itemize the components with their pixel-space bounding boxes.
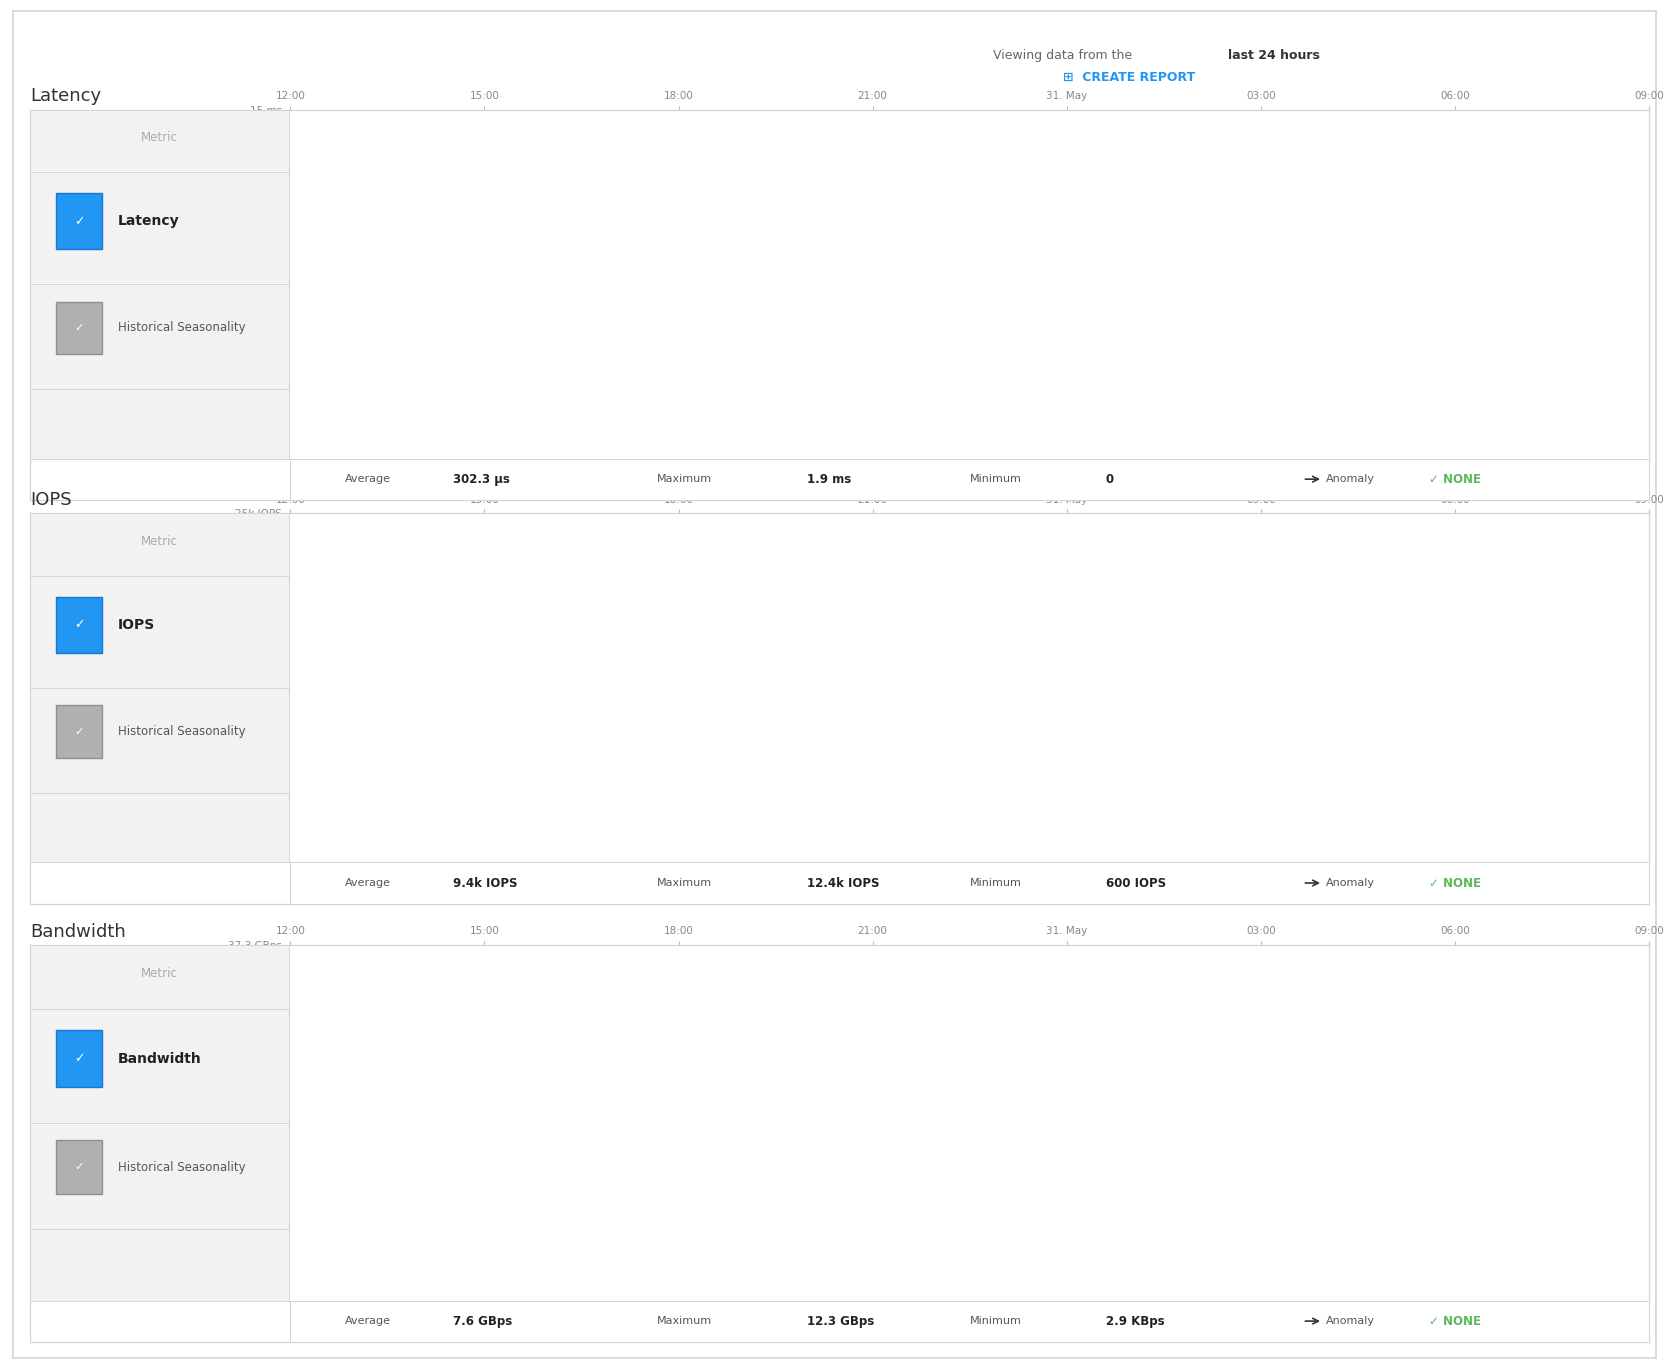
Text: 2.9 KBps: 2.9 KBps xyxy=(1105,1314,1165,1328)
Text: last 24 hours: last 24 hours xyxy=(1228,49,1320,62)
Text: ✓: ✓ xyxy=(75,323,83,333)
Text: IOPS: IOPS xyxy=(30,491,72,509)
Text: Anomaly: Anomaly xyxy=(1325,1316,1375,1327)
Text: Metric: Metric xyxy=(140,967,179,980)
Text: ⊞  CREATE REPORT: ⊞ CREATE REPORT xyxy=(1063,71,1195,84)
Text: Average: Average xyxy=(345,878,391,888)
FancyBboxPatch shape xyxy=(57,193,102,249)
Text: Historical Seasonality: Historical Seasonality xyxy=(118,726,245,738)
Text: 302.3 μs: 302.3 μs xyxy=(454,472,511,486)
FancyBboxPatch shape xyxy=(57,597,102,653)
Text: Average: Average xyxy=(345,474,391,485)
Text: 9.4k IOPS: 9.4k IOPS xyxy=(454,876,517,890)
Text: ✓: ✓ xyxy=(73,215,85,227)
Text: Metric: Metric xyxy=(140,535,179,548)
Text: Bandwidth: Bandwidth xyxy=(118,1051,202,1065)
Text: IOPS: IOPS xyxy=(118,617,155,632)
FancyBboxPatch shape xyxy=(57,1140,102,1194)
Text: ✓ NONE: ✓ NONE xyxy=(1429,472,1480,486)
Text: Anomaly: Anomaly xyxy=(1325,878,1375,888)
Text: ✓ NONE: ✓ NONE xyxy=(1429,876,1480,890)
Text: Bandwidth: Bandwidth xyxy=(30,923,125,941)
Text: 12.3 GBps: 12.3 GBps xyxy=(806,1314,875,1328)
Text: ✓: ✓ xyxy=(75,727,83,737)
Text: 0: 0 xyxy=(1105,472,1113,486)
Text: ✓: ✓ xyxy=(73,1051,85,1065)
Text: ✓: ✓ xyxy=(75,1162,83,1172)
Text: Average: Average xyxy=(345,1316,391,1327)
Text: Latency: Latency xyxy=(30,88,102,105)
Text: Anomaly: Anomaly xyxy=(1325,474,1375,485)
FancyBboxPatch shape xyxy=(57,301,102,353)
Text: 7.6 GBps: 7.6 GBps xyxy=(454,1314,512,1328)
FancyBboxPatch shape xyxy=(57,705,102,758)
Text: Maximum: Maximum xyxy=(658,878,713,888)
Text: ✓: ✓ xyxy=(73,619,85,631)
Text: Maximum: Maximum xyxy=(658,474,713,485)
Text: 12.4k IOPS: 12.4k IOPS xyxy=(806,876,880,890)
Text: Minimum: Minimum xyxy=(970,878,1021,888)
Text: Viewing data from the: Viewing data from the xyxy=(993,49,1137,62)
Text: Metric: Metric xyxy=(140,131,179,144)
Text: Minimum: Minimum xyxy=(970,474,1021,485)
Text: Minimum: Minimum xyxy=(970,1316,1021,1327)
Text: 1.9 ms: 1.9 ms xyxy=(806,472,851,486)
Text: Maximum: Maximum xyxy=(658,1316,713,1327)
Text: Latency: Latency xyxy=(118,214,180,229)
Text: 600 IOPS: 600 IOPS xyxy=(1105,876,1165,890)
FancyBboxPatch shape xyxy=(57,1029,102,1087)
Text: ✓ NONE: ✓ NONE xyxy=(1429,1314,1480,1328)
Text: Historical Seasonality: Historical Seasonality xyxy=(118,322,245,334)
Text: Historical Seasonality: Historical Seasonality xyxy=(118,1161,245,1173)
